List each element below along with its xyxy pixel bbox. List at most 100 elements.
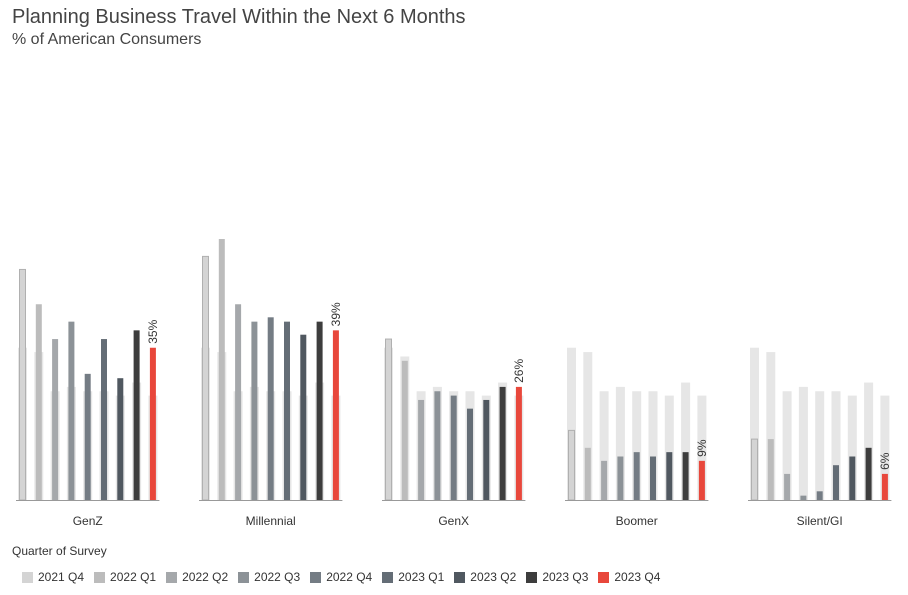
bar xyxy=(202,255,209,501)
legend-label: 2021 Q4 xyxy=(38,570,85,584)
bar xyxy=(784,473,791,500)
background-bar xyxy=(567,347,576,500)
background-bar xyxy=(815,391,825,500)
bar xyxy=(84,373,91,500)
chart-subtitle: % of American Consumers xyxy=(12,31,202,48)
legend-item: 2023 Q4 xyxy=(598,569,660,585)
bar xyxy=(767,439,774,500)
background-bar xyxy=(766,352,776,500)
background-bar xyxy=(632,391,642,500)
legend-swatch xyxy=(382,571,394,583)
background-bar xyxy=(847,395,857,500)
legend-label: 2022 Q2 xyxy=(182,570,229,584)
legend-label: 2022 Q3 xyxy=(254,570,301,584)
category-label: Boomer xyxy=(616,514,658,528)
bar xyxy=(300,334,307,500)
background-bar xyxy=(664,395,674,500)
legend-swatch xyxy=(310,571,322,583)
data-label: 26% xyxy=(512,359,526,383)
bar xyxy=(833,465,839,500)
legend-label: 2022 Q4 xyxy=(326,570,373,584)
bar xyxy=(617,456,624,500)
bar xyxy=(434,391,441,500)
bar xyxy=(52,339,59,500)
background-bar xyxy=(697,395,707,500)
background-bar xyxy=(648,391,658,500)
bar xyxy=(751,438,758,501)
bar xyxy=(698,460,705,500)
bar xyxy=(849,456,856,500)
bar xyxy=(865,447,872,500)
bar xyxy=(267,317,274,500)
legend-swatch xyxy=(94,571,106,583)
bar xyxy=(251,321,258,500)
bar xyxy=(515,386,522,500)
bar xyxy=(117,378,124,500)
bar xyxy=(816,491,823,500)
legend-swatch xyxy=(454,571,466,583)
category-label: Silent/GI xyxy=(797,514,843,528)
bar xyxy=(881,473,888,500)
bar xyxy=(19,268,26,501)
legend-label: 2023 Q2 xyxy=(470,570,517,584)
bar xyxy=(650,456,656,500)
bar xyxy=(218,239,225,500)
data-label: 39% xyxy=(329,302,343,326)
bar xyxy=(584,447,591,500)
legend-label: 2023 Q4 xyxy=(614,570,661,584)
bar xyxy=(450,395,457,500)
legend-swatch xyxy=(22,571,33,583)
bar xyxy=(133,330,140,500)
bar xyxy=(568,429,575,501)
legend: 2021 Q4 2022 Q1 2022 Q2 2022 Q3 2022 Q4 2023 … xyxy=(22,569,660,585)
bar xyxy=(499,386,506,500)
legend-item: 2023 Q1 xyxy=(382,569,444,585)
legend-label: 2023 Q3 xyxy=(542,570,589,584)
bar xyxy=(68,321,75,500)
bar xyxy=(483,399,490,500)
bar xyxy=(633,452,640,500)
legend-item: 2022 Q2 xyxy=(166,569,228,585)
data-label: 9% xyxy=(695,439,709,457)
category-label: Millennial xyxy=(246,514,296,528)
legend-item: 2022 Q1 xyxy=(94,569,156,585)
bar xyxy=(101,339,107,500)
legend-swatch xyxy=(598,571,610,583)
bar xyxy=(332,330,339,500)
background-bar xyxy=(615,386,625,500)
bar xyxy=(316,321,323,500)
legend-swatch xyxy=(166,571,178,583)
bar xyxy=(666,452,673,500)
category-label: GenX xyxy=(438,514,469,528)
bar xyxy=(284,321,290,500)
legend-item: 2022 Q4 xyxy=(310,569,372,585)
background-bar xyxy=(681,382,691,500)
bar xyxy=(235,304,242,500)
background-bar xyxy=(599,391,609,500)
background-bar xyxy=(880,395,890,500)
category-label: GenZ xyxy=(73,514,103,528)
legend-item: 2022 Q3 xyxy=(238,569,300,585)
bar xyxy=(467,408,473,500)
legend-label: 2022 Q1 xyxy=(110,570,157,584)
background-bar xyxy=(831,391,841,500)
background-bar xyxy=(750,347,759,500)
legend-item: 2021 Q4 xyxy=(22,569,84,585)
data-label: 35% xyxy=(146,319,160,343)
background-bar xyxy=(864,382,874,500)
legend-label: 2023 Q1 xyxy=(398,570,445,584)
bar xyxy=(385,338,392,501)
legend-item: 2023 Q2 xyxy=(454,569,516,585)
bar xyxy=(800,495,807,500)
bar xyxy=(418,399,425,500)
bar xyxy=(401,360,408,500)
legend-title: Quarter of Survey xyxy=(12,544,107,558)
chart-title: Planning Business Travel Within the Next… xyxy=(12,6,466,28)
legend-swatch xyxy=(526,571,538,583)
background-bar xyxy=(798,386,808,500)
background-bar xyxy=(782,391,792,500)
bar xyxy=(601,460,608,500)
bar xyxy=(149,347,156,500)
legend-swatch xyxy=(238,571,250,583)
